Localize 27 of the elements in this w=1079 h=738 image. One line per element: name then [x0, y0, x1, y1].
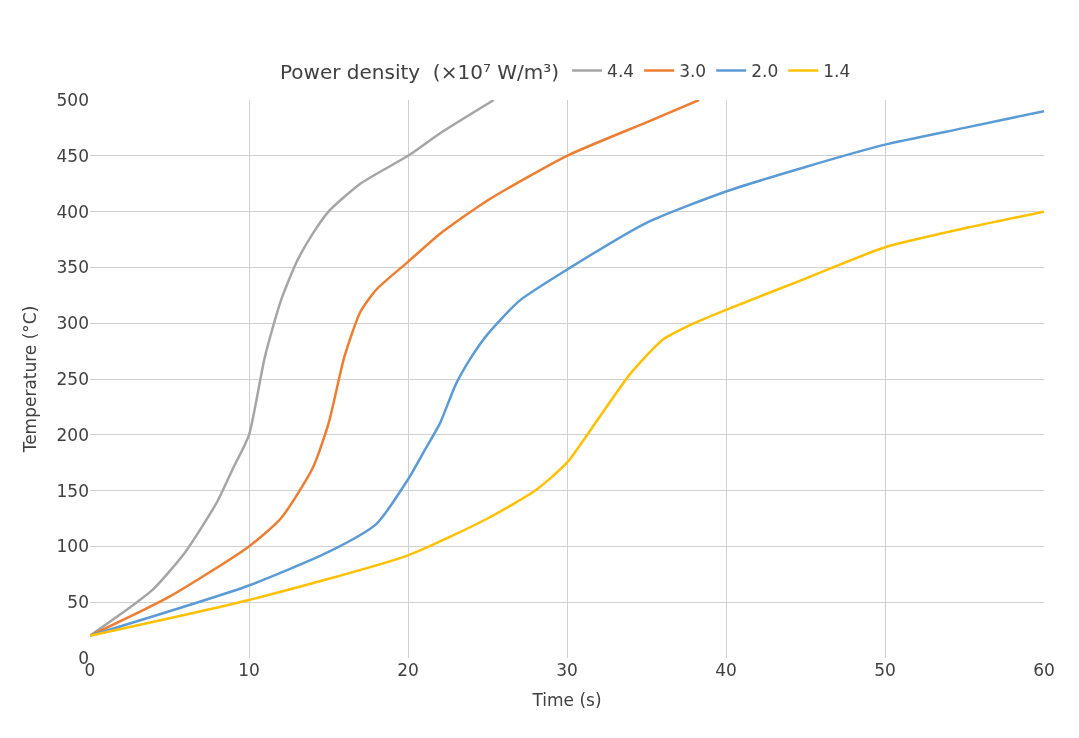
y-tick-label: 450	[56, 145, 89, 166]
x-axis-title: Time (s)	[531, 690, 602, 711]
y-tick-label: 200	[56, 424, 89, 445]
x-tick-label: 40	[715, 660, 737, 680]
x-tick-label: 10	[238, 660, 260, 680]
line-series	[90, 210, 1044, 637]
x-tick-label: 60	[1033, 660, 1055, 680]
y-axis-title: Temperature (°C)	[20, 305, 41, 454]
y-tick-label: 500	[56, 89, 89, 110]
legend-label: 3.0	[679, 61, 707, 82]
x-tick-label: 30	[556, 660, 578, 680]
legend-label: 2.0	[751, 61, 779, 82]
legend-title: Power density (×10⁷ W/m³)	[280, 59, 560, 84]
line-series	[90, 100, 496, 637]
y-tick-label: 250	[56, 368, 89, 389]
legend-label: 4.4	[607, 61, 635, 82]
y-tick-label: 50	[67, 592, 89, 613]
y-tick-label: 300	[56, 313, 89, 334]
y-tick-label: 100	[56, 536, 89, 557]
x-tick-label: 20	[397, 660, 419, 680]
line-series	[90, 100, 701, 637]
y-tick-label: 150	[56, 480, 89, 501]
x-tick-label: 50	[874, 660, 896, 680]
legend-label: 1.4	[823, 61, 851, 82]
line-series	[90, 109, 1044, 637]
y-tick-label: 350	[56, 257, 89, 278]
y-tick-label: 400	[56, 201, 89, 222]
